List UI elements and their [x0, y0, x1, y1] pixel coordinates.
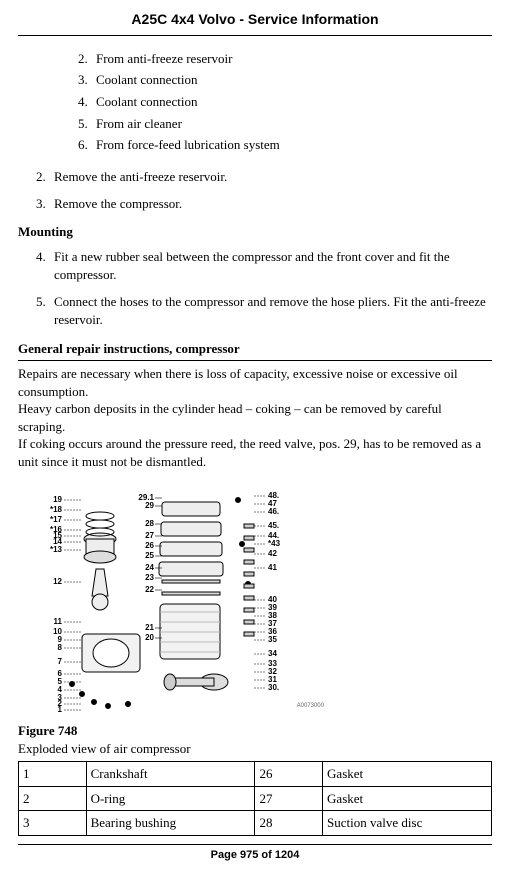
svg-text:29: 29 — [145, 501, 154, 510]
mounting-heading: Mounting — [18, 223, 492, 241]
list-item: 2.From anti-freeze reservoir — [78, 50, 492, 68]
list-item-text: Coolant connection — [96, 93, 197, 111]
svg-text:7: 7 — [58, 657, 63, 666]
list-item-text: From air cleaner — [96, 115, 182, 133]
svg-text:22: 22 — [145, 585, 154, 594]
list-item-number: 5. — [36, 293, 54, 328]
svg-text:45.: 45. — [268, 521, 279, 530]
table-cell: Gasket — [323, 786, 492, 811]
table-cell: 3 — [19, 811, 87, 836]
table-cell: O-ring — [86, 786, 255, 811]
general-repair-paragraph: Repairs are necessary when there is loss… — [18, 365, 492, 470]
list-item-number: 2. — [36, 168, 54, 186]
list-item: 3.Coolant connection — [78, 71, 492, 89]
table-cell: Bearing bushing — [86, 811, 255, 836]
list-item: 5.From air cleaner — [78, 115, 492, 133]
list-item-text: Remove the anti-freeze reservoir. — [54, 168, 227, 186]
svg-text:*43: *43 — [268, 539, 281, 548]
svg-text:1: 1 — [58, 705, 63, 714]
svg-text:19: 19 — [53, 495, 62, 504]
table-row: 1Crankshaft26Gasket — [19, 762, 492, 787]
list-item-number: 4. — [78, 93, 96, 111]
list-item-number: 3. — [78, 71, 96, 89]
step-list-a: 2.Remove the anti-freeze reservoir.3.Rem… — [36, 168, 492, 213]
list-item-number: 3. — [36, 195, 54, 213]
general-repair-heading: General repair instructions, compressor — [18, 340, 492, 361]
list-item-number: 2. — [78, 50, 96, 68]
svg-text:8: 8 — [58, 643, 63, 652]
svg-text:11: 11 — [54, 617, 63, 626]
sub-list: 2.From anti-freeze reservoir3.Coolant co… — [78, 50, 492, 154]
exploded-diagram: 19*18*17*161514*1312111098765432129.1292… — [42, 484, 332, 714]
svg-text:35: 35 — [268, 635, 277, 644]
table-cell: 27 — [255, 786, 323, 811]
list-item-number: 6. — [78, 136, 96, 154]
list-item: 5.Connect the hoses to the compressor an… — [36, 293, 492, 328]
svg-text:*17: *17 — [50, 515, 63, 524]
svg-text:21: 21 — [145, 623, 154, 632]
svg-text:24: 24 — [145, 563, 154, 572]
figure-label: Figure 748 — [18, 722, 492, 740]
list-item-text: Connect the hoses to the compressor and … — [54, 293, 492, 328]
page-footer: Page 975 of 1204 — [18, 844, 492, 863]
table-cell: Suction valve disc — [323, 811, 492, 836]
list-item-text: Fit a new rubber seal between the compre… — [54, 248, 492, 283]
svg-text:41: 41 — [268, 563, 277, 572]
table-cell: Crankshaft — [86, 762, 255, 787]
table-row: 3Bearing bushing28Suction valve disc — [19, 811, 492, 836]
table-cell: Gasket — [323, 762, 492, 787]
table-cell: 2 — [19, 786, 87, 811]
step-list-b: 4.Fit a new rubber seal between the comp… — [36, 248, 492, 328]
svg-text:34: 34 — [268, 649, 277, 658]
svg-text:23: 23 — [145, 573, 154, 582]
list-item-text: From force-feed lubrication system — [96, 136, 280, 154]
diagram-code: A0073000 — [297, 702, 324, 710]
svg-text:42: 42 — [268, 549, 277, 558]
list-item: 4.Coolant connection — [78, 93, 492, 111]
svg-text:20: 20 — [145, 633, 154, 642]
list-item: 4.Fit a new rubber seal between the comp… — [36, 248, 492, 283]
svg-text:*13: *13 — [50, 545, 63, 554]
svg-text:46.: 46. — [268, 507, 279, 516]
table-row: 2O-ring27Gasket — [19, 786, 492, 811]
svg-text:30.: 30. — [268, 683, 279, 692]
svg-text:25: 25 — [145, 551, 154, 560]
list-item-text: From anti-freeze reservoir — [96, 50, 232, 68]
table-cell: 26 — [255, 762, 323, 787]
list-item: 3.Remove the compressor. — [36, 195, 492, 213]
document-title: A25C 4x4 Volvo - Service Information — [18, 10, 492, 36]
list-item-text: Coolant connection — [96, 71, 197, 89]
table-cell: 1 — [19, 762, 87, 787]
list-item-number: 4. — [36, 248, 54, 283]
svg-text:28: 28 — [145, 519, 154, 528]
list-item: 2.Remove the anti-freeze reservoir. — [36, 168, 492, 186]
parts-table: 1Crankshaft26Gasket2O-ring27Gasket3Beari… — [18, 761, 492, 836]
svg-text:12: 12 — [53, 577, 62, 586]
list-item-number: 5. — [78, 115, 96, 133]
list-item-text: Remove the compressor. — [54, 195, 182, 213]
svg-text:*18: *18 — [50, 505, 63, 514]
list-item: 6.From force-feed lubrication system — [78, 136, 492, 154]
table-cell: 28 — [255, 811, 323, 836]
svg-text:26: 26 — [145, 541, 154, 550]
figure-caption: Exploded view of air compressor — [18, 740, 492, 758]
svg-text:27: 27 — [145, 531, 154, 540]
